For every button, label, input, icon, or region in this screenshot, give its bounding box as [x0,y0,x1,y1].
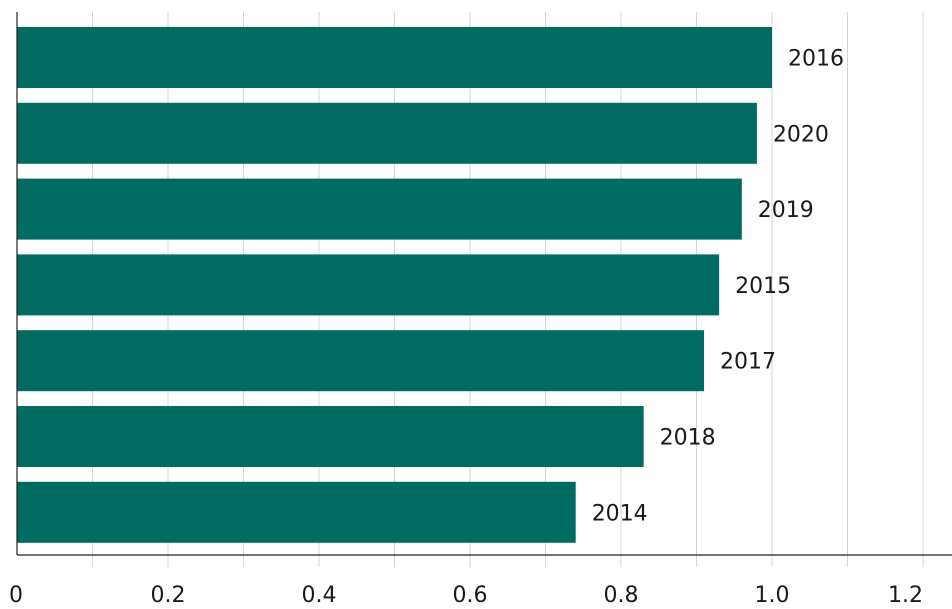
bar-2016 [17,27,772,88]
bar-label-2020: 2020 [773,122,829,147]
x-tick-label: 0.8 [604,583,639,608]
bar-label-2018: 2018 [660,426,716,451]
bar-label-2019: 2019 [758,198,814,223]
x-tick-label: 0.6 [453,583,488,608]
x-tick-labels: 0 0.2 0.4 0.6 0.8 1.0 1.2 [9,583,923,608]
x-tick-label: 1.2 [888,583,923,608]
bar-2018 [17,406,644,467]
bar-label-2014: 2014 [592,501,648,526]
x-tick-label: 1.0 [755,583,790,608]
bar-label-2017: 2017 [720,350,776,375]
x-tick-label: 0.2 [151,583,186,608]
bar-label-2015: 2015 [735,274,791,299]
x-tick-label: 0 [9,583,23,608]
x-tick-label: 0.4 [302,583,337,608]
bar-labels: 2016 2020 2019 2015 2017 2018 2014 [592,47,844,527]
bars [17,27,772,543]
bar-2019 [17,178,742,240]
bar-2015 [17,254,720,316]
bar-2014 [17,481,576,543]
bar-label-2016: 2016 [788,47,844,72]
bar-2020 [17,102,757,164]
bar-2017 [17,330,705,392]
